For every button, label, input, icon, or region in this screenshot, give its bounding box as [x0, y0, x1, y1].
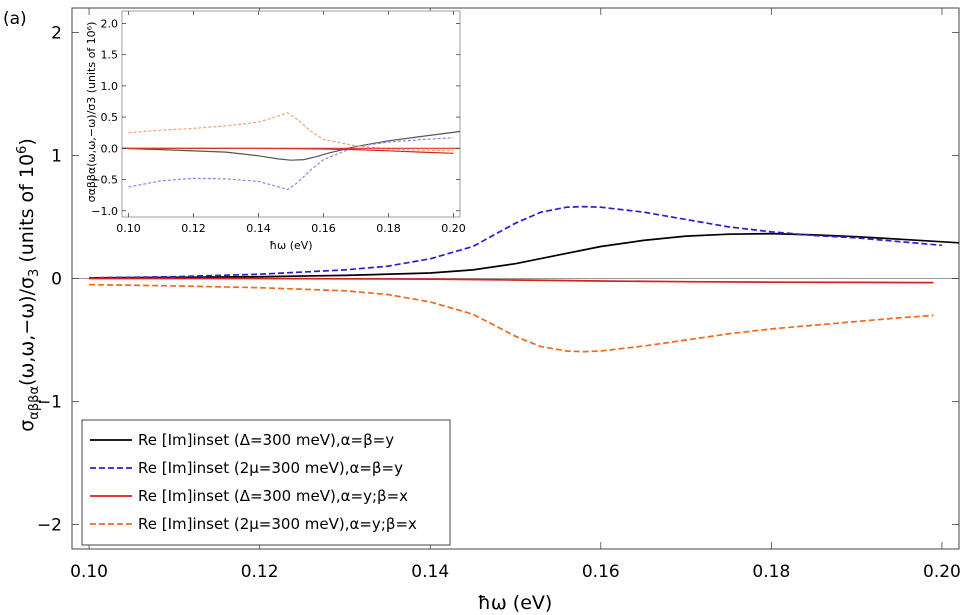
- main-ytick-label: −1: [37, 392, 62, 412]
- main-series-line-3: [89, 283, 934, 353]
- inset-background: [122, 11, 460, 232]
- main-xlabel: ħω (eV): [478, 592, 553, 614]
- inset-xtick-label: 0.20: [441, 222, 466, 235]
- main-xtick-label: 0.10: [70, 562, 108, 582]
- main-ticks-group: 0.10 0.12 0.14 0.16 0.18 0.20 2 1 0 −1 −2: [37, 8, 961, 582]
- legend-box: [81, 419, 451, 546]
- inset-xtick-label: 0.14: [246, 222, 271, 235]
- inset-xtick-label: 0.12: [181, 222, 206, 235]
- inset-ytick-label: 1.0: [101, 80, 119, 93]
- ylabel-exp: 6: [15, 146, 30, 154]
- inset-ytick-label: 2.0: [101, 17, 119, 30]
- main-ylabel: σαββα(ω,ω,−ω)/σ3 (units of 106): [15, 138, 42, 432]
- main-series-line-1: [89, 205, 942, 279]
- inset-xtick-label: 0.10: [116, 222, 141, 235]
- inset-xtick-label: 0.18: [376, 222, 401, 235]
- ylabel-sub3: 3: [27, 269, 42, 277]
- inset-xlabel: ħω (eV): [269, 239, 312, 252]
- inset-ytick-label: 1.5: [101, 49, 119, 62]
- inset-xtick-label: 0.16: [311, 222, 336, 235]
- main-series-line-2: [89, 277, 934, 284]
- main-ytick-label: −2: [37, 515, 62, 535]
- ylabel-close: ): [16, 138, 38, 145]
- main-ytick-label: 1: [51, 147, 62, 167]
- ylabel-sigma: σ: [16, 420, 38, 432]
- main-xtick-label: 0.16: [582, 562, 620, 582]
- inset-plot-frame: [121, 10, 461, 218]
- legend-label-0: Re [Im]inset (Δ=300 meV),α=β=y: [138, 431, 394, 449]
- inset-series-line-0: [121, 130, 461, 161]
- inset-ytick-label: −0.5: [91, 174, 118, 187]
- ylabel-args: (ω,ω,−ω)/σ: [16, 277, 38, 386]
- legend-label-2: Re [Im]inset (Δ=300 meV),α=y;β=x: [138, 487, 408, 505]
- legend-label-3: Re [Im]inset (2μ=300 meV),α=y;β=x: [138, 515, 417, 533]
- inset-ylabel: σαββα(ω,ω,−ω)/σ3 (units of 10⁶): [85, 22, 98, 203]
- legend-label-1: Re [Im]inset (2μ=300 meV),α=β=y: [138, 459, 403, 477]
- main-ytick-label: 0: [51, 270, 62, 290]
- panel-label: (a): [3, 9, 27, 29]
- main-series-group: [72, 205, 960, 353]
- main-xtick-label: 0.12: [241, 562, 279, 582]
- main-series-line-0: [89, 232, 960, 279]
- inset-ytick-label: 0.5: [101, 111, 119, 124]
- inset-ytick-label: −1.0: [91, 205, 118, 218]
- ylabel-units: (units of 10: [16, 154, 38, 269]
- inset-series-line-1: [128, 137, 454, 191]
- main-ytick-label: 2: [51, 24, 62, 44]
- inset-series-group: [121, 112, 461, 191]
- inset-ticks-group: 0.10 0.12 0.14 0.16 0.18 0.20 2.0 1.5 1.0 0.5 0.0 −…: [91, 11, 466, 235]
- main-xtick-label: 0.14: [411, 562, 449, 582]
- main-xtick-label: 0.20: [923, 562, 961, 582]
- ylabel-sub: αββα: [27, 386, 42, 420]
- legend: Re [Im]inset (Δ=300 meV),α=β=y Re [Im]ins…: [90, 431, 417, 533]
- inset-ytick-label: 0.0: [101, 142, 119, 155]
- main-xtick-label: 0.18: [752, 562, 790, 582]
